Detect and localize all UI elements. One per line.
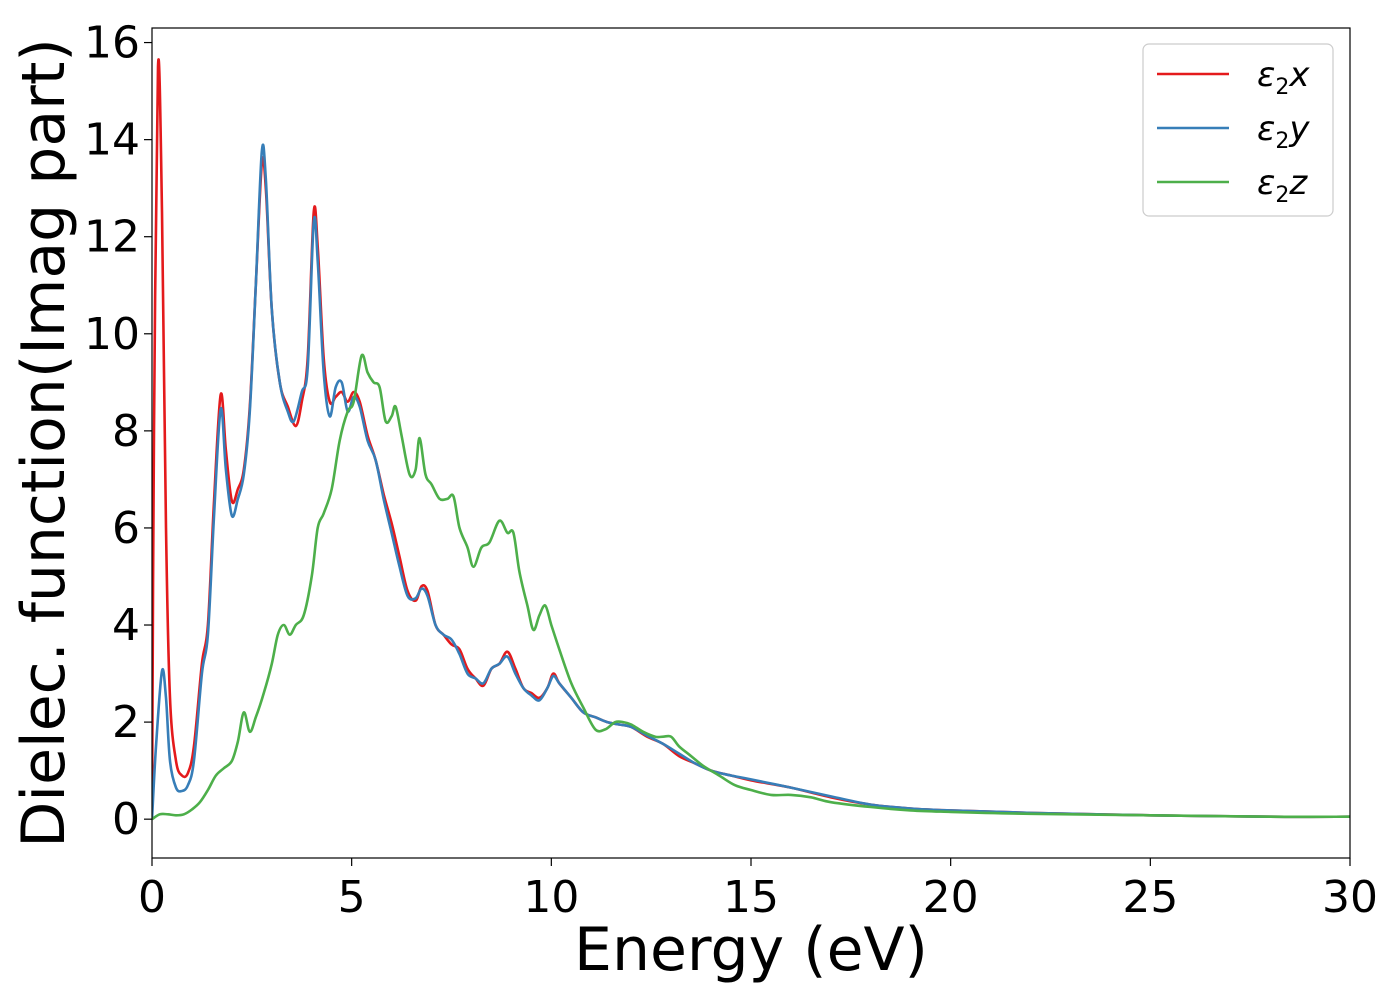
x-tick-label: 20: [923, 872, 979, 923]
y-tick-label: 4: [112, 600, 140, 651]
legend-label-x: ε2x: [1257, 55, 1310, 100]
y-tick-label: 14: [84, 115, 140, 166]
y-axis: 0 2 4 6 8 10 12 14 16: [84, 18, 152, 845]
y-tick-label: 6: [112, 503, 140, 554]
y-tick-label: 12: [84, 212, 140, 263]
y-tick-label: 2: [112, 697, 140, 748]
legend-label-z: ε2z: [1257, 163, 1308, 208]
x-tick-label: 25: [1122, 872, 1178, 923]
y-tick-label: 8: [112, 406, 140, 457]
series-lines: [152, 58, 1350, 821]
series-line-z: [152, 353, 1350, 821]
x-tick-label: 0: [138, 872, 166, 923]
y-tick-label: 0: [112, 794, 140, 845]
x-tick-label: 10: [523, 872, 579, 923]
x-tick-label: 5: [338, 872, 366, 923]
x-axis-title: Energy (eV): [574, 915, 928, 985]
legend: ε2x ε2y ε2z: [1142, 43, 1334, 217]
legend-label-y: ε2y: [1257, 109, 1310, 154]
y-tick-label: 10: [84, 309, 140, 360]
x-tick-label: 15: [723, 872, 779, 923]
y-tick-label: 16: [84, 18, 140, 69]
legend-box: [1142, 43, 1334, 217]
x-axis: 0 5 10 15 20 25 30: [138, 858, 1378, 923]
series-line-y: [152, 143, 1350, 820]
y-axis-title: Dielec. function(Imag part): [9, 38, 79, 848]
x-tick-label: 30: [1322, 872, 1378, 923]
